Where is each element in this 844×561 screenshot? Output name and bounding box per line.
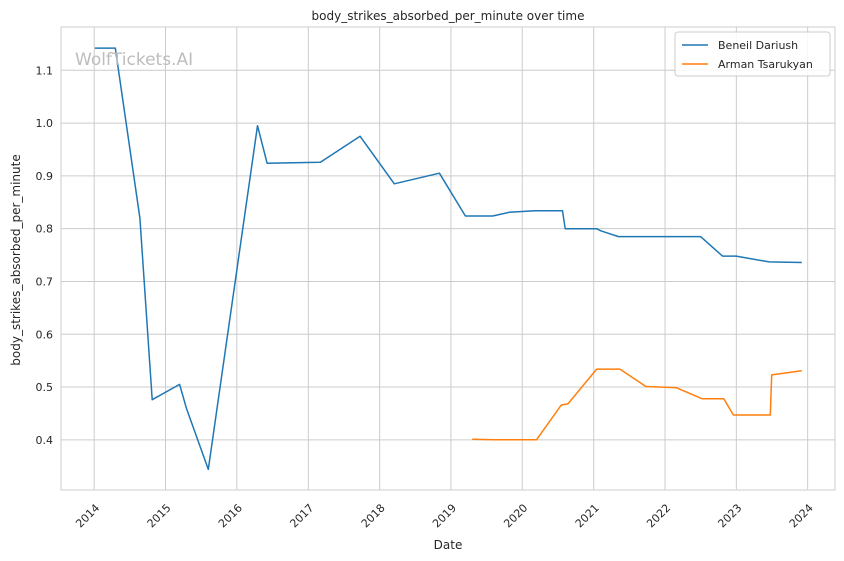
- plot-frame: [60, 26, 836, 491]
- x-axis-title: Date: [434, 538, 463, 552]
- y-tick-label: 0.5: [36, 381, 54, 394]
- series-line-beneil-dariush: [94, 47, 802, 471]
- y-tick-label: 0.8: [36, 223, 54, 236]
- y-tick-label: 0.9: [36, 170, 54, 183]
- y-tick-label: 0.4: [36, 434, 54, 447]
- legend-label-beneil-dariush: Beneil Dariush: [718, 39, 798, 52]
- legend: Beneil Dariush Arman Tsarukyan: [674, 31, 831, 77]
- y-tick-label: 0.6: [36, 328, 54, 341]
- y-tick-label: 0.7: [36, 275, 54, 288]
- watermark: WolfTickets.AI: [75, 50, 193, 70]
- y-axis-title: body_strikes_absorbed_per_minute: [9, 154, 23, 365]
- y-tick-label: 1.1: [36, 64, 54, 77]
- series-layer: [94, 47, 802, 471]
- y-axis-ticks: 0.4 0.5 0.6 0.7 0.8 0.9 1.0 1.1: [36, 64, 54, 447]
- legend-box: [674, 31, 831, 77]
- series-line-arman-tsarukyan: [472, 368, 802, 441]
- chart-title: body_strikes_absorbed_per_minute over ti…: [312, 9, 585, 23]
- plot-area: [61, 27, 835, 490]
- legend-label-arman-tsarukyan: Arman Tsarukyan: [718, 58, 813, 71]
- y-tick-label: 1.0: [36, 117, 54, 130]
